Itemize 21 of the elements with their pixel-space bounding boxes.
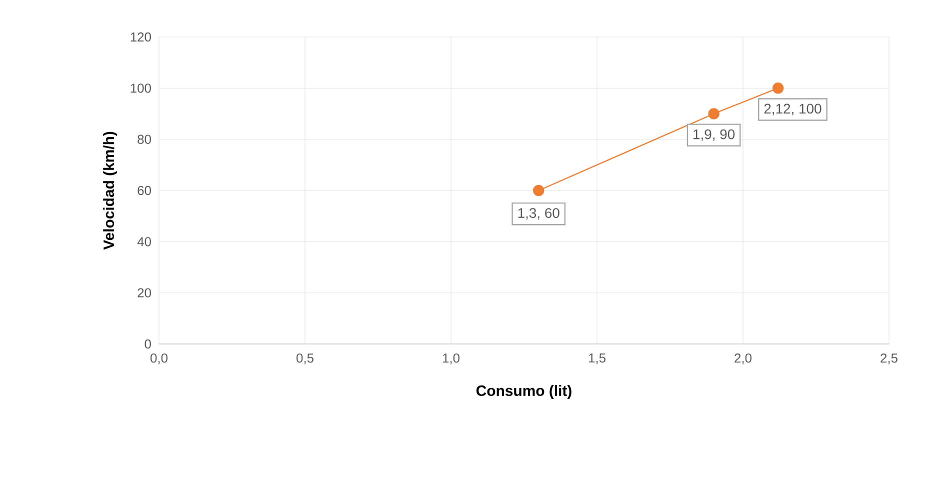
annotation: 1,3, 60 [518,208,560,220]
y-axis-title: Velocidad (km/h) [103,132,118,250]
point [533,184,544,196]
x-tick-label: 1,0 [442,354,460,364]
x-tick-label: 2,0 [734,354,752,364]
y-tick-label: 0 [144,339,151,349]
x-axis-title: Consumo (lit) [476,385,572,399]
x-tick-label: 2,5 [880,354,898,364]
y-tick-label: 120 [130,32,151,42]
y-tick-label: 60 [138,186,151,196]
y-tick-label: 100 [130,84,151,93]
annotation: 2,12, 100 [764,104,822,116]
y-tick-label: 80 [138,134,151,144]
y-tick-label: 20 [138,288,151,298]
annotation: 1,9, 90 [694,129,735,141]
point [772,82,784,94]
point [708,108,720,120]
y-tick-label: 40 [137,237,151,246]
x-tick-label: 0,0 [150,354,168,364]
x-tick-label: 0,5 [296,354,314,364]
x-tick-label: 1,5 [588,354,606,364]
